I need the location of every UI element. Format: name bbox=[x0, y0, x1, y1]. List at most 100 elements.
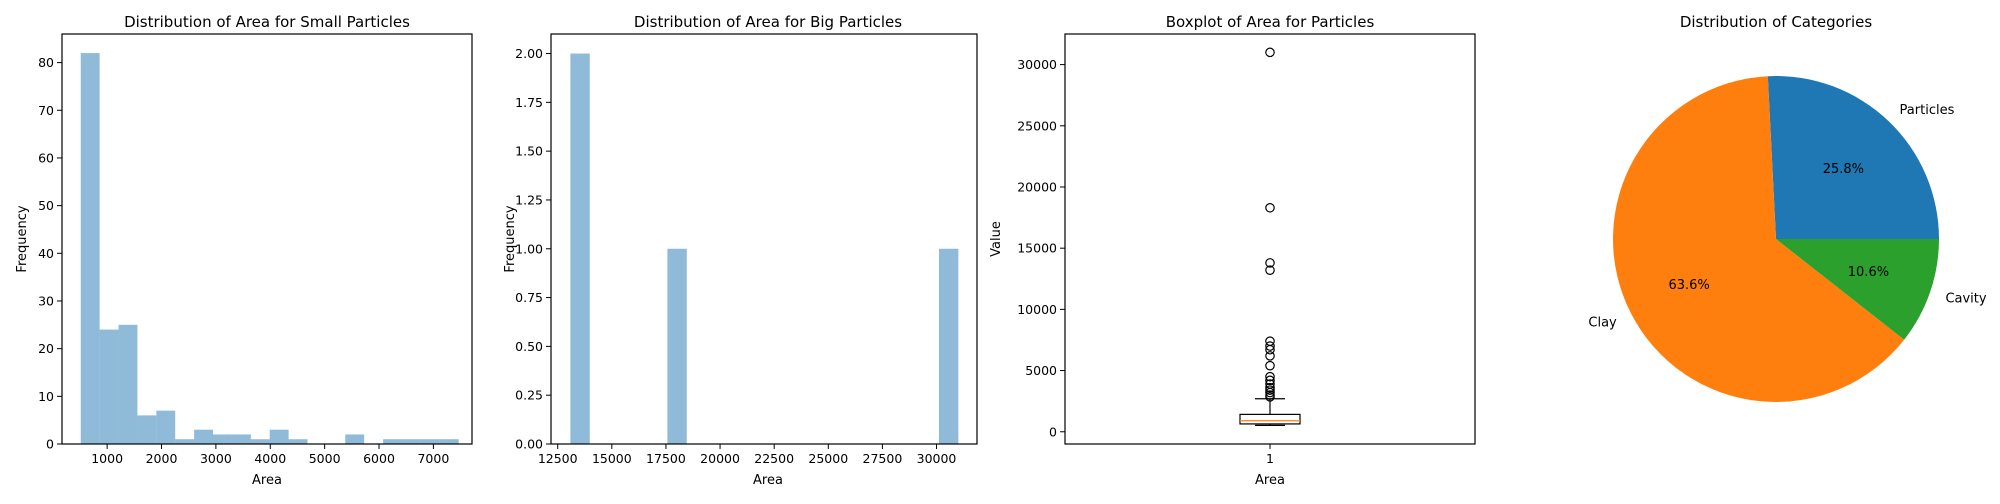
x-tick-label: 15000 bbox=[592, 451, 632, 466]
histogram-bar bbox=[401, 439, 421, 444]
x-axis-ticks: 1 bbox=[1266, 444, 1274, 466]
y-tick-label: 60 bbox=[38, 150, 54, 165]
histogram-bar bbox=[231, 434, 251, 444]
x-tick-label: 2000 bbox=[146, 451, 178, 466]
outlier-point bbox=[1265, 336, 1275, 346]
chart-title: Distribution of Categories bbox=[1680, 13, 1873, 31]
y-tick-label: 0 bbox=[46, 437, 54, 452]
x-tick-label: 1000 bbox=[91, 451, 123, 466]
y-tick-label: 40 bbox=[38, 246, 54, 261]
x-axis-label: Area bbox=[1255, 473, 1285, 488]
histogram-bar bbox=[269, 429, 289, 444]
x-tick-label: 25000 bbox=[808, 451, 848, 466]
outlier-point bbox=[1265, 351, 1275, 361]
y-tick-label: 1.25 bbox=[515, 192, 543, 207]
pie-slice bbox=[1612, 76, 1905, 403]
pie-percent-label: 10.6% bbox=[1848, 265, 1889, 280]
histogram-bar bbox=[99, 329, 119, 444]
histogram-bar bbox=[288, 439, 308, 444]
histogram-bar bbox=[345, 434, 365, 444]
outlier-point bbox=[1265, 379, 1275, 389]
y-axis-label: Value bbox=[989, 221, 1004, 257]
plot-frame bbox=[550, 33, 978, 445]
plot-frame bbox=[61, 33, 473, 445]
y-tick-label: 20000 bbox=[1017, 179, 1057, 194]
x-tick-label: 30000 bbox=[917, 451, 957, 466]
y-tick-label: 50 bbox=[38, 198, 54, 213]
outlier-point bbox=[1265, 360, 1275, 371]
outlier-point bbox=[1265, 385, 1275, 395]
pie-slice bbox=[1776, 239, 1939, 340]
x-axis-label: Area bbox=[252, 473, 282, 488]
y-tick-label: 70 bbox=[38, 103, 54, 118]
y-axis-label: Frequency bbox=[15, 205, 30, 272]
y-tick-label: 10000 bbox=[1017, 302, 1057, 317]
x-tick-label: 12500 bbox=[538, 451, 578, 466]
pie-slice-label: Clay bbox=[1588, 315, 1617, 330]
y-tick-label: 0.50 bbox=[515, 339, 543, 354]
y-tick-label: 25000 bbox=[1017, 118, 1057, 133]
outlier-point bbox=[1265, 265, 1275, 276]
histogram-bar bbox=[80, 53, 100, 445]
y-axis-label: Frequency bbox=[503, 205, 518, 272]
outlier-point bbox=[1265, 390, 1275, 400]
y-tick-label: 0.00 bbox=[515, 437, 543, 452]
histogram-bar bbox=[156, 410, 176, 444]
histogram-bar bbox=[250, 439, 270, 444]
x-axis-ticks: 1000 2000 3000 4000 5000 6000 7000 bbox=[91, 444, 449, 466]
x-tick-label: 1 bbox=[1266, 451, 1274, 466]
outlier-point bbox=[1265, 375, 1275, 386]
y-tick-label: 1.00 bbox=[515, 241, 543, 256]
histogram-bar bbox=[439, 439, 459, 444]
x-tick-label: 22500 bbox=[754, 451, 794, 466]
histogram-bar bbox=[383, 439, 402, 444]
y-tick-label: 1.75 bbox=[515, 95, 543, 110]
histogram-bar bbox=[194, 429, 214, 444]
pie-slice-label: Particles bbox=[1900, 103, 1955, 118]
x-tick-label: 5000 bbox=[309, 451, 341, 466]
pie-percent-label: 63.6% bbox=[1668, 278, 1709, 293]
y-tick-label: 30000 bbox=[1017, 57, 1057, 72]
y-tick-label: 0 bbox=[1049, 424, 1057, 439]
chart-big-particles: Distribution of Area for Big Particles 1… bbox=[503, 13, 978, 488]
boxplot bbox=[1239, 47, 1301, 426]
y-tick-label: 5000 bbox=[1025, 363, 1057, 378]
y-tick-label: 10 bbox=[38, 389, 54, 404]
y-tick-label: 80 bbox=[38, 55, 54, 70]
histogram-bar bbox=[420, 439, 440, 444]
histogram-bar bbox=[118, 324, 138, 444]
y-axis-ticks: 0.00 0.25 0.50 0.75 1.00 1.25 1.50 1.75 2.00 bbox=[515, 46, 551, 452]
chart-categories-pie: Distribution of Categories Particles 25.8… bbox=[1588, 13, 1987, 403]
histogram-bar bbox=[570, 53, 590, 445]
x-tick-label: 7000 bbox=[417, 451, 449, 466]
histogram-bar bbox=[137, 415, 157, 444]
x-tick-label: 20000 bbox=[700, 451, 740, 466]
x-tick-label: 4000 bbox=[254, 451, 286, 466]
pie-slice bbox=[1767, 76, 1939, 239]
y-tick-label: 1.50 bbox=[515, 144, 543, 159]
histogram-bars bbox=[570, 53, 959, 445]
outlier-point bbox=[1265, 382, 1275, 393]
x-tick-label: 6000 bbox=[363, 451, 395, 466]
y-tick-label: 0.75 bbox=[515, 290, 543, 305]
y-axis-ticks: 0 10 20 30 40 50 60 70 80 bbox=[38, 55, 62, 452]
y-axis-ticks: 0 5000 10000 15000 20000 25000 30000 bbox=[1017, 57, 1065, 439]
histogram-bar bbox=[213, 434, 232, 444]
chart-title: Distribution of Area for Big Particles bbox=[634, 13, 902, 31]
pie: Particles 25.8% Clay 63.6% Cavity 10.6% bbox=[1588, 76, 1987, 403]
histogram-bars bbox=[80, 53, 459, 445]
y-tick-label: 0.25 bbox=[515, 388, 543, 403]
iqr-box bbox=[1239, 413, 1301, 425]
chart-title: Distribution of Area for Small Particles bbox=[124, 13, 410, 31]
outlier-point bbox=[1265, 202, 1275, 213]
chart-title: Boxplot of Area for Particles bbox=[1166, 13, 1375, 31]
x-tick-label: 27500 bbox=[863, 451, 903, 466]
outlier-point bbox=[1265, 47, 1275, 58]
pie-slice-label: Cavity bbox=[1945, 292, 1986, 307]
x-tick-label: 3000 bbox=[200, 451, 232, 466]
outlier-point bbox=[1265, 258, 1275, 268]
y-tick-label: 30 bbox=[38, 293, 54, 308]
chart-small-particles: Distribution of Area for Small Particles… bbox=[15, 13, 473, 488]
